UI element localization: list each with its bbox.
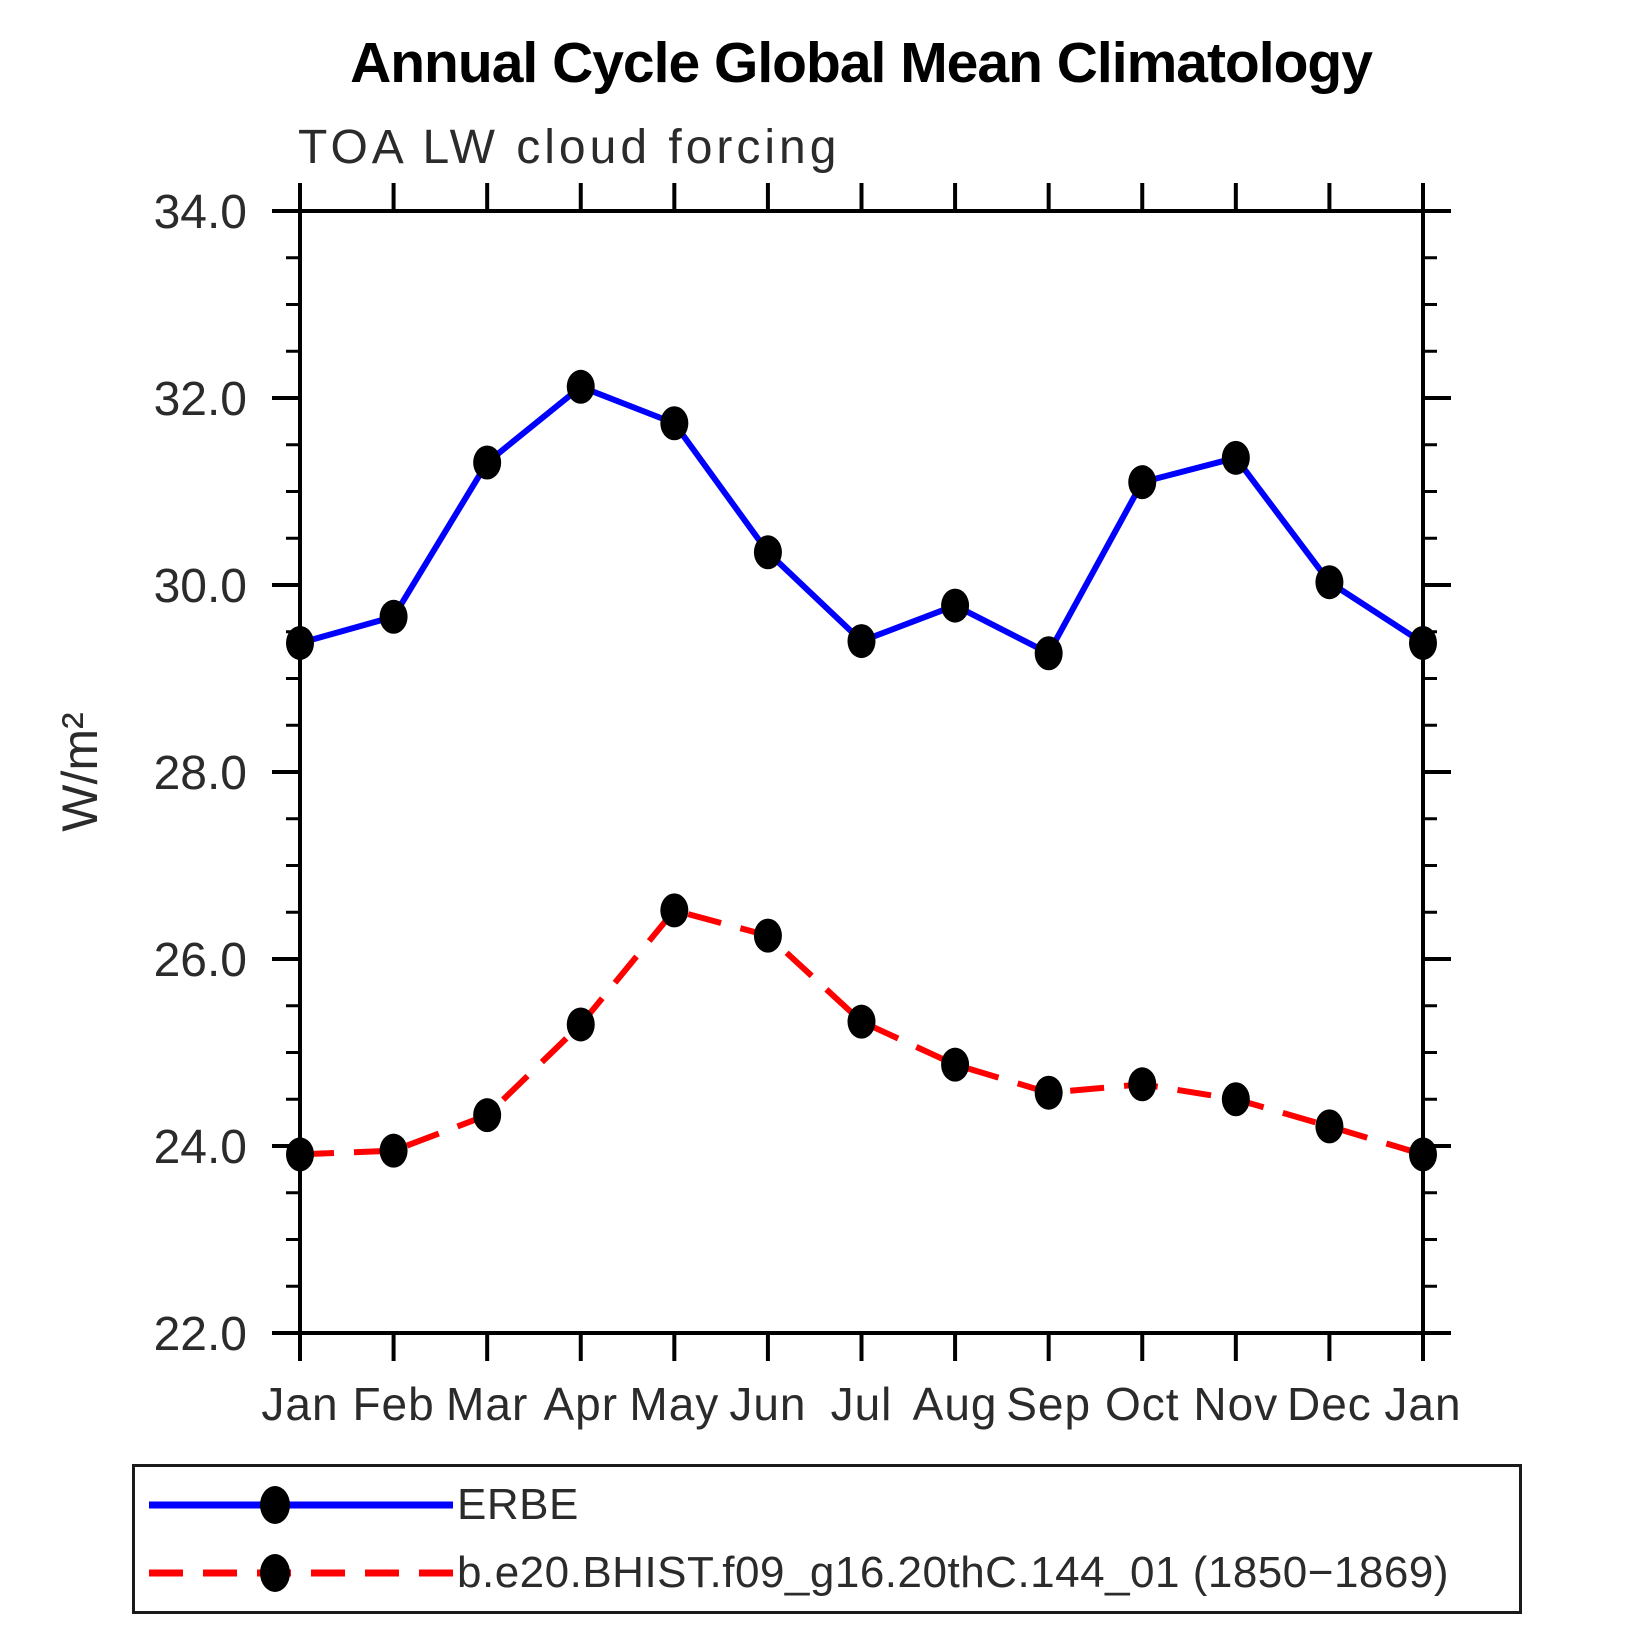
data-point-marker: [1128, 465, 1157, 500]
data-point-marker: [1034, 636, 1063, 671]
x-tick-label: Nov: [1193, 1378, 1278, 1430]
data-point-marker: [1315, 1109, 1344, 1144]
x-tick-label: Oct: [1105, 1378, 1180, 1430]
data-point-marker: [1034, 1075, 1063, 1110]
x-tick-label: Apr: [543, 1378, 618, 1430]
data-point-marker: [566, 1007, 595, 1042]
y-tick-label: 24.0: [154, 1121, 247, 1174]
y-tick-label: 32.0: [154, 373, 247, 426]
y-tick-label: 28.0: [154, 747, 247, 800]
x-tick-label: Sep: [1006, 1378, 1091, 1430]
legend: ERBE b.e20.BHIST.f09_g16.20thC.144_01 (1…: [132, 1464, 1522, 1614]
legend-label-erbe: ERBE: [457, 1479, 579, 1529]
x-tick-label: May: [629, 1378, 719, 1430]
data-point-marker: [473, 1098, 502, 1133]
chart-subtitle: TOA LW cloud forcing: [298, 121, 841, 174]
y-tick-label: 34.0: [154, 186, 247, 239]
x-tick-label: Jul: [831, 1378, 893, 1430]
legend-marker-dot: [260, 1554, 290, 1593]
data-point-marker: [1409, 625, 1437, 660]
data-point-marker: [1221, 440, 1250, 475]
data-point-marker: [753, 535, 782, 570]
data-point-marker: [847, 1004, 876, 1039]
data-point-marker: [379, 1133, 408, 1168]
data-point-marker: [286, 625, 314, 660]
legend-row-model: b.e20.BHIST.f09_g16.20thC.144_01 (1850−1…: [135, 1542, 1519, 1604]
y-tick-label: 22.0: [154, 1308, 247, 1361]
data-point-marker: [1315, 565, 1344, 600]
data-point-marker: [660, 893, 689, 928]
y-axis-label: W/m²: [52, 712, 108, 831]
x-tick-label: Aug: [913, 1378, 998, 1430]
chart-title: Annual Cycle Global Mean Climatology: [350, 31, 1373, 95]
data-point-marker: [1409, 1137, 1437, 1172]
legend-swatch-erbe-line: [149, 1485, 453, 1524]
x-tick-label: Feb: [352, 1378, 434, 1430]
data-point-marker: [1221, 1082, 1250, 1117]
data-point-marker: [379, 599, 408, 634]
x-tick-label: Jan: [1384, 1378, 1461, 1430]
x-tick-label: Mar: [446, 1378, 528, 1430]
plot-frame: [298, 209, 1425, 1335]
y-tick-label: 30.0: [154, 560, 247, 613]
x-tick-label: Dec: [1287, 1378, 1372, 1430]
data-point-marker: [847, 624, 876, 659]
x-tick-label: Jan: [261, 1378, 338, 1430]
series-line-0: [299, 383, 1425, 657]
x-tick-label: Jun: [729, 1378, 806, 1430]
data-point-marker: [286, 1137, 314, 1172]
data-point-marker: [941, 588, 970, 623]
legend-marker-dot: [260, 1485, 290, 1524]
data-point-marker: [753, 918, 782, 953]
data-point-marker: [941, 1047, 970, 1082]
y-tick-label: 26.0: [154, 934, 247, 987]
data-point-marker: [473, 445, 502, 480]
legend-row-erbe: ERBE: [135, 1474, 1519, 1536]
data-point-marker: [660, 406, 689, 441]
legend-label-model: b.e20.BHIST.f09_g16.20thC.144_01 (1850−1…: [457, 1548, 1449, 1598]
data-point-marker: [566, 369, 595, 404]
data-point-marker: [1128, 1067, 1157, 1102]
legend-swatch-model-line: [149, 1554, 453, 1593]
